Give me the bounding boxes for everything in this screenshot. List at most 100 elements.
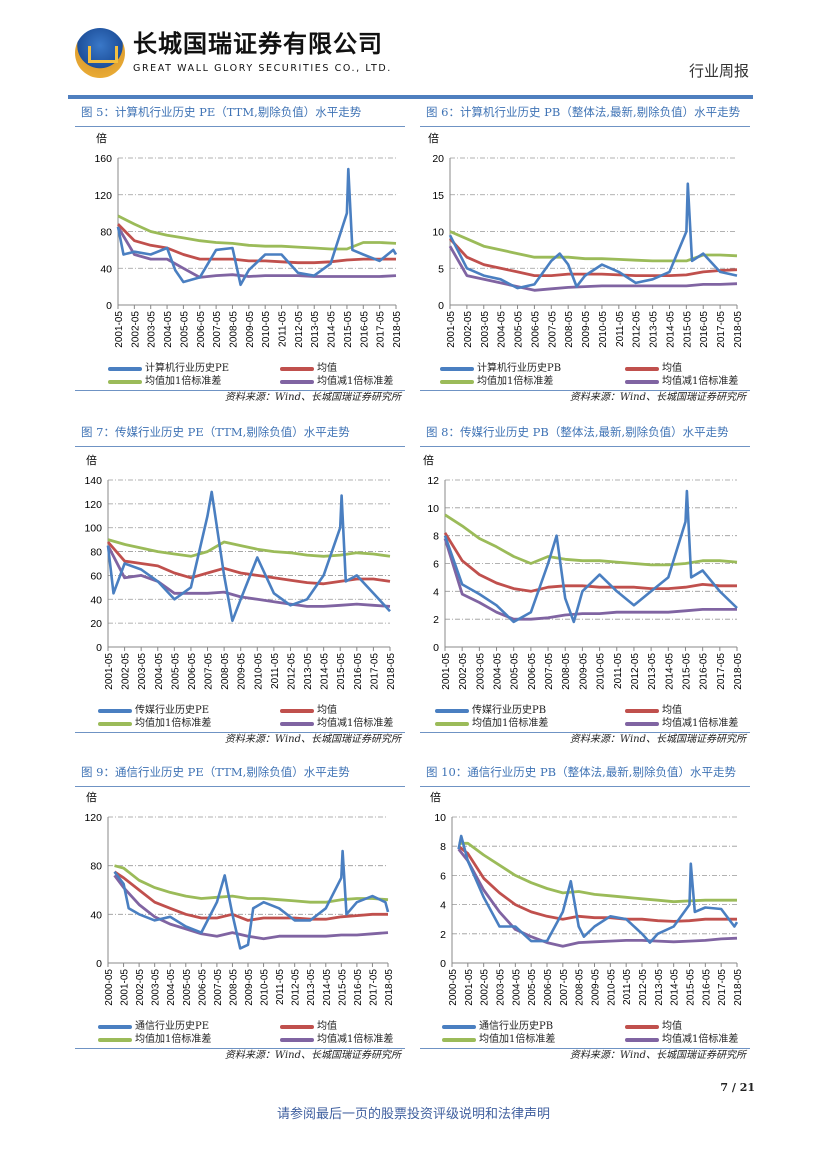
legend-label: 均值加1倍标准差 <box>145 376 222 387</box>
line-chart: 倍 0 2 4 6 8 10 2000-05 2001-05 2002-05 2003-05 2004… <box>430 790 744 1006</box>
x-tick-label: 2017-05 <box>376 311 387 348</box>
legend-label: 均值加1倍标准差 <box>135 718 212 729</box>
x-tick-label: 2012-05 <box>286 653 297 690</box>
x-tick-label: 2008-05 <box>564 311 575 348</box>
x-tick-label: 2004-05 <box>511 969 522 1006</box>
y-tick-label: 2 <box>433 614 439 626</box>
x-tick-label: 2003-05 <box>137 653 148 690</box>
legend-label: 均值 <box>317 363 337 374</box>
report-type: 行业周报 <box>688 62 749 80</box>
chart-title: 图 9：通信行业历史 PE（TTM,剔除负值）水平走势 <box>81 765 350 779</box>
y-tick-label: 10 <box>432 227 444 239</box>
legend-swatch <box>442 1025 476 1029</box>
x-tick-label: 2018-05 <box>392 311 403 348</box>
y-unit-label: 倍 <box>428 131 439 145</box>
legend-label: 均值减1倍标准差 <box>317 1034 394 1045</box>
y-tick-label: 80 <box>100 227 112 239</box>
source-divider <box>420 390 750 391</box>
x-tick-label: 2012-05 <box>638 969 649 1006</box>
legend-item: 均值减1倍标准差 <box>280 376 393 388</box>
plus-1sd-line <box>444 513 738 567</box>
x-tick-label: 2000-05 <box>104 969 115 1006</box>
x-tick-label: 2016-05 <box>353 969 364 1006</box>
minus-1sd-line <box>116 226 397 279</box>
y-tick-label: 4 <box>440 900 446 912</box>
legend-swatch <box>440 380 474 384</box>
legend-swatch <box>98 722 132 726</box>
x-tick-label: 2010-05 <box>253 653 264 690</box>
x-tick-label: 2009-05 <box>237 653 248 690</box>
x-tick-label: 2003-05 <box>151 969 162 1006</box>
x-tick-label: 2013-05 <box>649 311 660 348</box>
legend-item: 均值加1倍标准差 <box>440 376 553 388</box>
legend-item: 均值 <box>625 363 682 375</box>
source-divider <box>420 732 750 733</box>
x-tick-label: 2016-05 <box>701 969 712 1006</box>
minus-1sd-line <box>448 245 738 292</box>
legend-item: 通信行业历史PB <box>442 1021 553 1033</box>
y-tick-label: 0 <box>440 958 446 970</box>
y-tick-label: 8 <box>440 841 446 853</box>
legend-item: 均值减1倍标准差 <box>280 1034 393 1046</box>
x-tick-label: 2009-05 <box>581 311 592 348</box>
legend-label: 均值 <box>662 705 682 716</box>
y-tick-label: 160 <box>94 153 112 165</box>
x-tick-label: 2014-05 <box>327 311 338 348</box>
y-tick-label: 20 <box>432 153 444 165</box>
y-tick-label: 12 <box>427 475 439 487</box>
x-tick-label: 2005-05 <box>179 311 190 348</box>
x-tick-label: 2008-05 <box>220 653 231 690</box>
minus-1sd-line <box>443 538 737 621</box>
y-tick-label: 140 <box>84 475 102 487</box>
y-tick-label: 40 <box>100 263 112 275</box>
line-chart: 倍 0 5 10 15 20 2001-05 2002-05 2003-05 2004-05 200… <box>428 131 744 348</box>
legend-item: 均值减1倍标准差 <box>280 718 393 730</box>
legend-label: 均值减1倍标准差 <box>317 376 394 387</box>
x-tick-label: 2011-05 <box>278 311 289 347</box>
legend-swatch <box>280 380 314 384</box>
x-tick-label: 2005-05 <box>527 969 538 1006</box>
pe-pb-series-line <box>116 167 398 287</box>
x-tick-label: 2014-05 <box>322 969 333 1006</box>
x-tick-label: 2018-05 <box>386 653 397 690</box>
y-tick-label: 0 <box>433 642 439 654</box>
legend-swatch <box>108 367 142 371</box>
legend-label: 均值加1倍标准差 <box>477 376 554 387</box>
x-tick-label: 2013-05 <box>647 653 658 690</box>
x-tick-label: 2003-05 <box>147 311 158 348</box>
x-tick-label: 2005-05 <box>510 653 521 690</box>
legend-swatch <box>625 367 659 371</box>
legend-swatch <box>435 709 469 713</box>
x-tick-label: 2002-05 <box>480 969 491 1006</box>
pe-pb-series-line <box>106 490 391 623</box>
x-tick-label: 2014-05 <box>320 653 331 690</box>
x-tick-label: 2013-05 <box>654 969 665 1006</box>
y-tick-label: 0 <box>96 958 102 970</box>
y-tick-label: 20 <box>90 618 102 630</box>
legend-label: 计算机行业历史PE <box>145 363 230 374</box>
plus-1sd-line <box>117 214 397 251</box>
caption-divider <box>75 126 405 127</box>
legend-label: 均值减1倍标准差 <box>662 1034 739 1045</box>
x-tick-label: 2015-05 <box>336 653 347 690</box>
x-tick-label: 2015-05 <box>337 969 348 1006</box>
legend-swatch <box>280 1025 314 1029</box>
x-tick-label: 2018-05 <box>384 969 395 1006</box>
x-tick-label: 2015-05 <box>686 969 697 1006</box>
legend-swatch <box>280 1038 314 1042</box>
x-tick-label: 2004-05 <box>497 311 508 348</box>
legend-label: 均值 <box>662 1021 682 1032</box>
y-tick-label: 120 <box>84 812 102 824</box>
y-tick-label: 0 <box>438 300 444 312</box>
y-tick-label: 10 <box>434 812 446 824</box>
x-tick-label: 2013-05 <box>306 969 317 1006</box>
y-tick-label: 6 <box>440 870 446 882</box>
x-tick-label: 2010-05 <box>261 311 272 348</box>
chart-panel: 图 7：传媒行业历史 PE（TTM,剔除负值）水平走势倍 0 20 40 60 80 100… <box>75 424 405 745</box>
x-tick-label: 2008-05 <box>228 969 239 1006</box>
mean-line <box>117 223 396 265</box>
x-tick-label: 2004-05 <box>493 653 504 690</box>
legend-label: 传媒行业历史PB <box>472 705 547 716</box>
legend-item: 均值加1倍标准差 <box>98 1034 211 1046</box>
x-tick-label: 2016-05 <box>699 311 710 348</box>
